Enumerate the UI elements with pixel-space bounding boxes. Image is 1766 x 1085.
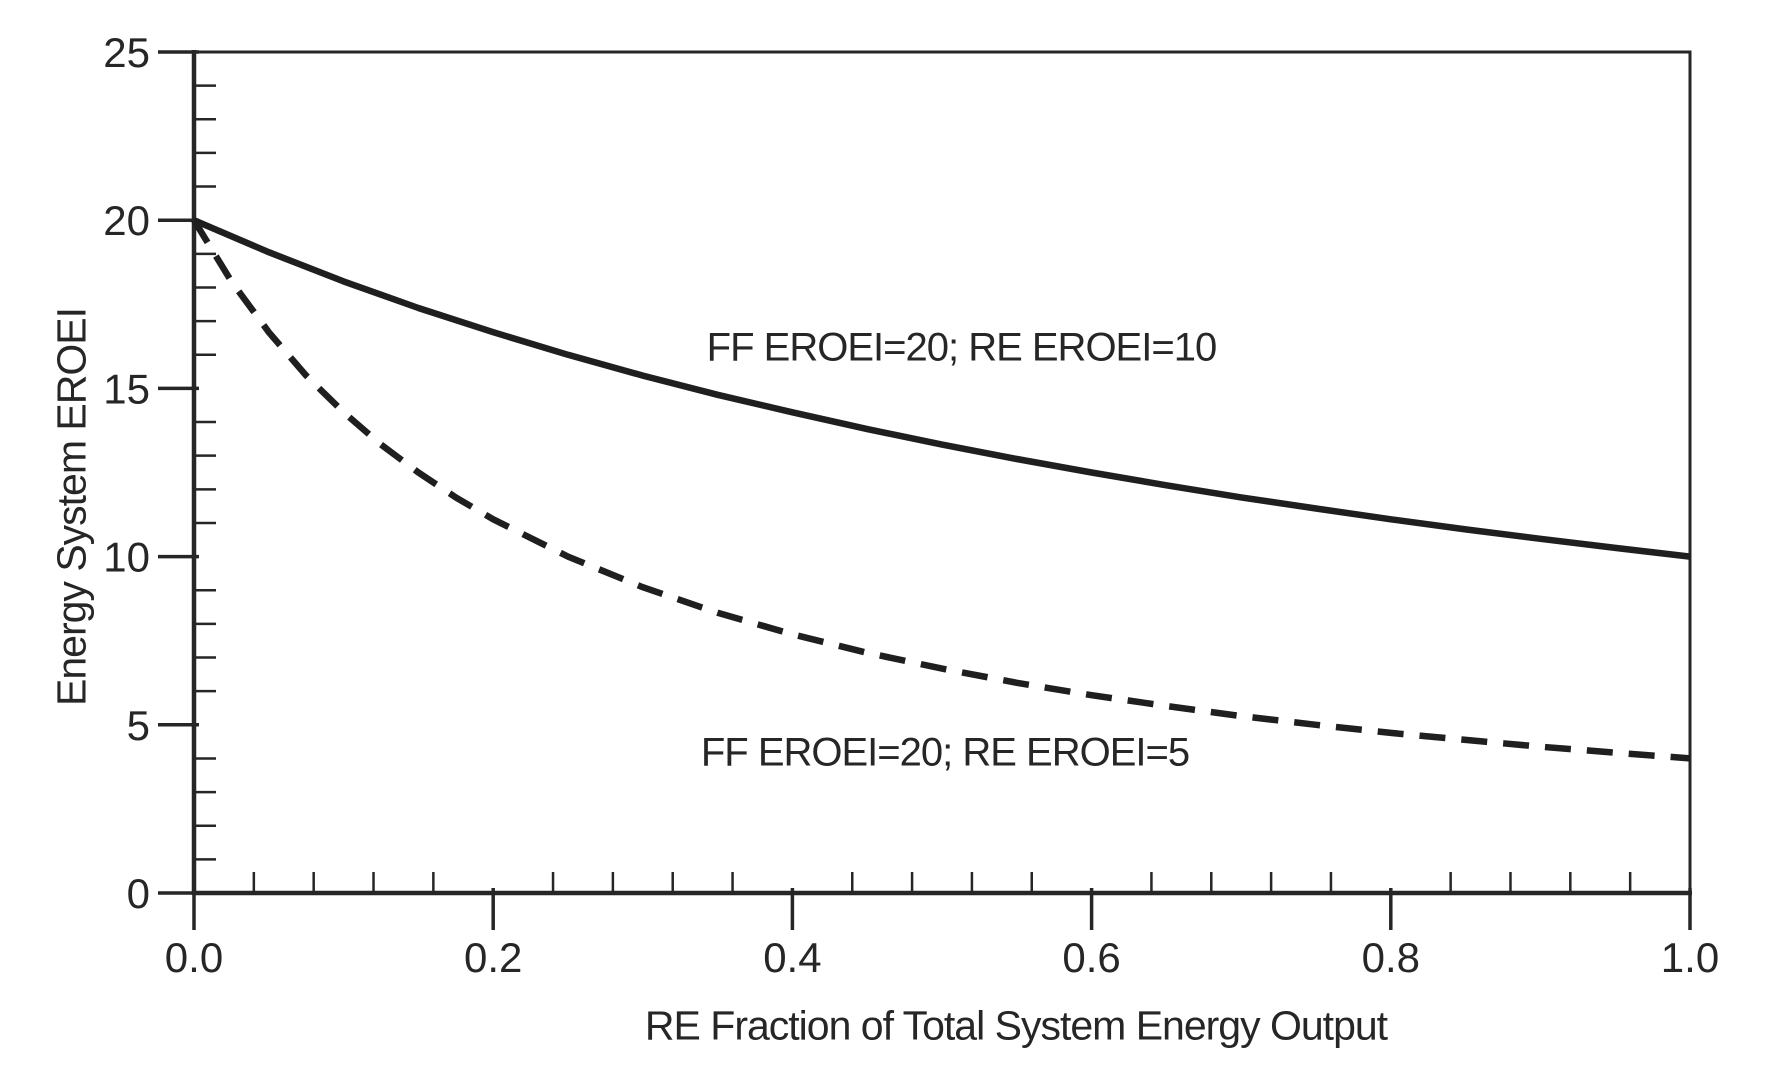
dashed-curve-ff20-re5: [191, 218, 1691, 762]
y-tick-label: 0: [127, 870, 150, 917]
x-tick-label: 1.0: [1661, 934, 1719, 981]
y-tick-label: 15: [103, 365, 150, 412]
x-tick-label: 0.8: [1362, 934, 1420, 981]
y-tick-label: 10: [103, 534, 150, 581]
y-tick-label: 5: [127, 702, 150, 749]
x-tick-label: 0.2: [464, 934, 522, 981]
dashed-curve-annotation: FF EROEI=20; RE EROEI=5: [700, 730, 1190, 775]
y-tick-label: 20: [103, 197, 150, 244]
y-tick-label: 25: [103, 29, 150, 76]
solid-curve-ff20-re10: [192, 217, 1691, 560]
x-tick-label: 0.6: [1062, 934, 1120, 981]
x-tick-label: 0.4: [763, 934, 821, 981]
solid-curve-annotation: FF EROEI=20; RE EROEI=10: [706, 325, 1218, 370]
x-tick-label: 0.0: [165, 934, 223, 981]
x-axis-title: RE Fraction of Total System Energy Outpu…: [644, 1002, 1388, 1049]
y-axis-title: Energy System EROEI: [48, 308, 95, 706]
